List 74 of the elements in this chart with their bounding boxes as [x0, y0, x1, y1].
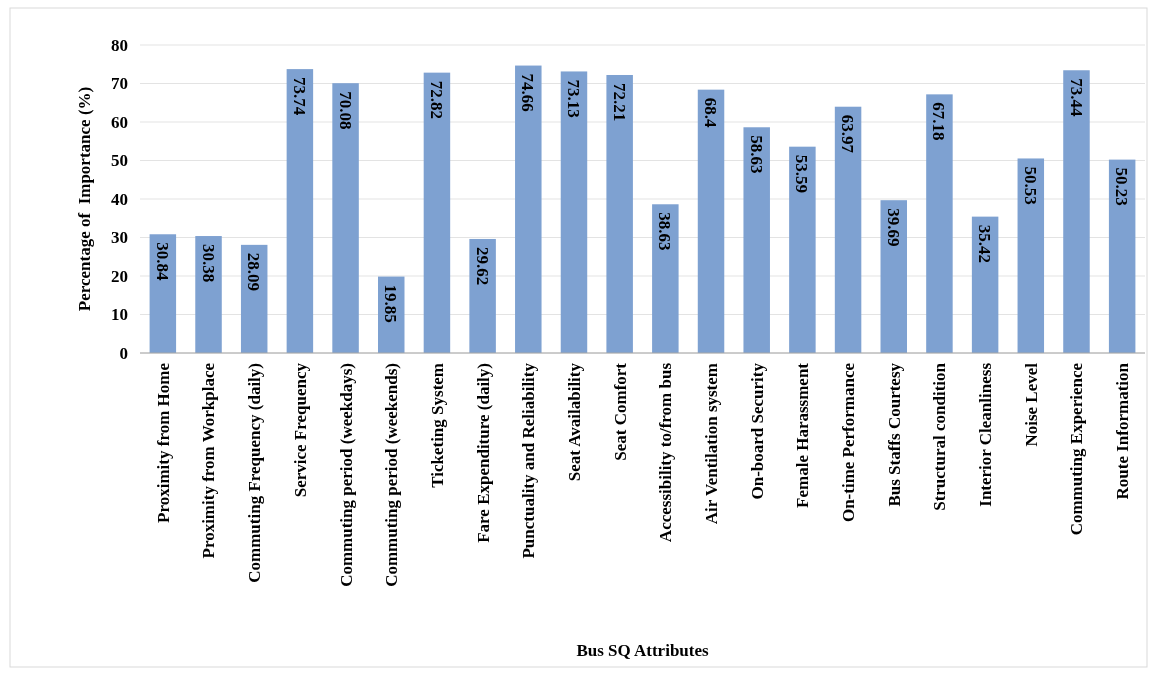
x-tick-label: Punctuality and Reliability [519, 362, 539, 559]
x-tick-label: Commuting Frequency (daily) [245, 363, 265, 583]
x-tick-label: Commuting period (weekends) [382, 363, 402, 587]
y-tick-label: 10 [111, 305, 128, 325]
data-label: 72.82 [426, 80, 446, 119]
bar [515, 65, 542, 353]
data-label: 58.63 [746, 135, 766, 174]
bar [880, 200, 907, 353]
x-tick-label: Accessibility to/from bus [656, 362, 676, 543]
bar [469, 238, 496, 353]
bar [971, 216, 999, 353]
data-label: 73.13 [564, 79, 584, 118]
data-label: 38.63 [655, 212, 675, 251]
x-tick-label: Noise Level [1021, 362, 1041, 447]
data-label: 50.23 [1112, 167, 1132, 206]
y-tick-label: 20 [111, 266, 128, 286]
x-axis-title: Bus SQ Attributes [576, 641, 710, 660]
y-tick-label: 0 [119, 343, 128, 363]
bar [1063, 70, 1090, 353]
x-tick-label: Commuting Experience [1067, 362, 1087, 536]
bar [1108, 159, 1136, 353]
bar [423, 72, 451, 353]
y-axis-title: Percentage of Importance (%) [75, 86, 94, 312]
data-label: 74.66 [518, 73, 538, 112]
data-label: 39.69 [883, 208, 903, 247]
x-tick-label: Proximity from Workplace [199, 362, 219, 559]
x-tick-label: Interior Cleanliness [976, 362, 996, 507]
x-tick-label: On-time Performance [839, 362, 859, 523]
data-label: 70.08 [335, 91, 355, 130]
x-tick-label: Structural condition [930, 362, 950, 511]
data-label: 28.09 [244, 252, 264, 292]
data-label: 30.38 [198, 244, 218, 283]
data-label: 29.62 [472, 246, 492, 286]
x-tick-label: Commuting period (weekdays) [336, 363, 356, 587]
bar [195, 236, 222, 353]
x-tick-label: Bus Staffs Courtesy [884, 362, 904, 507]
bar [926, 94, 953, 353]
x-tick-label: Ticketing System [427, 363, 447, 488]
x-tick-label: Seat Availability [564, 362, 584, 482]
bar [743, 127, 770, 353]
data-label: 30.84 [152, 242, 172, 282]
x-tick-label: Female Harassment [793, 362, 813, 508]
x-tick-label: Fare Expenditure (daily) [473, 363, 493, 543]
x-tick-label: Air Ventilation system [701, 363, 721, 525]
data-label: 73.74 [289, 77, 309, 116]
x-tick-label: Proximity from Home [153, 362, 173, 523]
data-label: 63.97 [838, 114, 858, 154]
x-tick-label: Service Frequency [290, 362, 310, 498]
bar [1017, 158, 1045, 353]
bar [834, 106, 862, 353]
data-label: 35.42 [975, 224, 995, 263]
x-tick-label: Route Information [1113, 362, 1133, 500]
data-label: 53.59 [792, 154, 812, 193]
bar [652, 204, 679, 353]
bar [286, 69, 314, 353]
data-label: 19.85 [381, 284, 401, 323]
data-label: 73.44 [1066, 78, 1086, 118]
data-label: 67.18 [929, 102, 949, 141]
bar [560, 71, 588, 353]
data-label: 68.4 [701, 97, 721, 128]
y-tick-label: 60 [111, 112, 128, 132]
y-tick-label: 40 [111, 189, 128, 209]
bar [789, 146, 816, 353]
data-label: 50.53 [1020, 166, 1040, 205]
x-tick-label: On-board Security [747, 362, 767, 500]
data-label: 72.21 [609, 82, 629, 122]
y-tick-label: 30 [111, 228, 128, 248]
bar [606, 74, 633, 353]
y-tick-label: 50 [111, 151, 128, 171]
bar [332, 83, 359, 353]
x-tick-label: Seat Comfort [610, 362, 630, 461]
bar [697, 89, 725, 353]
y-tick-label: 70 [111, 74, 128, 94]
y-tick-label: 80 [111, 35, 128, 55]
